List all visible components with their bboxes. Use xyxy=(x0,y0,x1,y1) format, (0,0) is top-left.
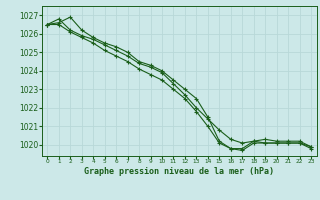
X-axis label: Graphe pression niveau de la mer (hPa): Graphe pression niveau de la mer (hPa) xyxy=(84,167,274,176)
